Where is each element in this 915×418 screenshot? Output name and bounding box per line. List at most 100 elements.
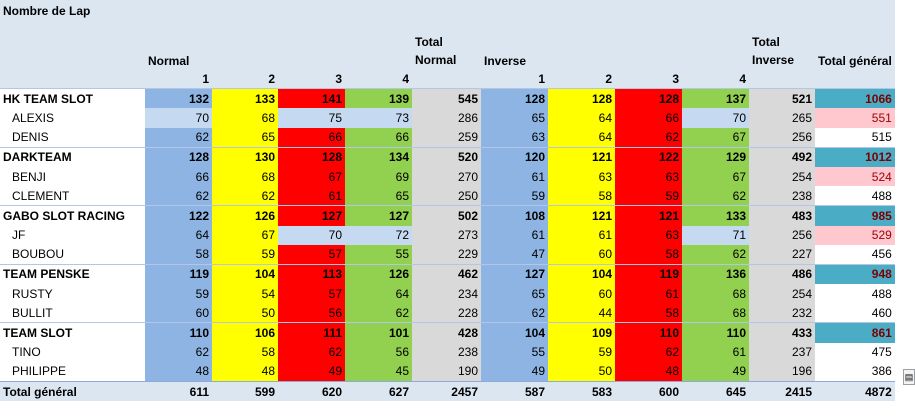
total-inverse-cell[interactable]: 238 bbox=[749, 186, 815, 206]
normal-lap-1-cell[interactable]: 119 bbox=[145, 263, 212, 285]
lap-header-inverse-4[interactable]: 4 bbox=[682, 69, 749, 89]
grand-normal-lap-4-cell[interactable]: 627 bbox=[345, 381, 412, 402]
total-normal-cell[interactable]: 190 bbox=[412, 361, 481, 382]
driver-name-cell[interactable]: RUSTY bbox=[12, 286, 53, 301]
inverse-lap-2-cell[interactable]: 64 bbox=[548, 108, 615, 128]
grand-inverse-lap-1-cell[interactable]: 587 bbox=[481, 381, 548, 402]
paste-options-icon[interactable]: ▤ bbox=[903, 369, 915, 385]
inverse-lap-4-cell[interactable]: 136 bbox=[682, 263, 749, 285]
normal-lap-2-cell[interactable]: 130 bbox=[212, 146, 278, 167]
normal-lap-1-cell[interactable]: 110 bbox=[145, 322, 212, 343]
inverse-lap-1-cell[interactable]: 61 bbox=[481, 225, 548, 245]
driver-name-cell[interactable]: DENIS bbox=[12, 130, 49, 145]
inverse-lap-3-cell[interactable]: 61 bbox=[615, 284, 682, 304]
lap-header-normal-2[interactable]: 2 bbox=[212, 69, 278, 89]
team-name-cell[interactable]: DARKTEAM bbox=[0, 146, 145, 167]
normal-lap-4-cell[interactable]: 45 bbox=[345, 361, 412, 382]
inverse-lap-3-cell[interactable]: 128 bbox=[615, 88, 682, 109]
inverse-lap-2-cell[interactable]: 60 bbox=[548, 284, 615, 304]
total-normal-cell[interactable]: 502 bbox=[412, 205, 481, 226]
total-general-cell[interactable]: 456 bbox=[815, 244, 895, 265]
total-normal-cell[interactable]: 273 bbox=[412, 225, 481, 245]
inverse-lap-3-cell[interactable]: 62 bbox=[615, 342, 682, 362]
total-general-cell[interactable]: 861 bbox=[815, 322, 895, 343]
normal-lap-4-cell[interactable]: 64 bbox=[345, 284, 412, 304]
header-total-normal[interactable]: Total Normal bbox=[412, 27, 481, 69]
grand-normal-lap-3-cell[interactable]: 620 bbox=[278, 381, 345, 402]
normal-lap-1-cell[interactable]: 132 bbox=[145, 88, 212, 109]
total-general-cell[interactable]: 475 bbox=[815, 342, 895, 362]
driver-name-cell[interactable]: CLEMENT bbox=[12, 188, 70, 203]
inverse-lap-4-cell[interactable]: 61 bbox=[682, 342, 749, 362]
inverse-lap-3-cell[interactable]: 121 bbox=[615, 205, 682, 226]
header-total-inverse[interactable]: Total Inverse bbox=[749, 27, 815, 69]
total-normal-cell[interactable]: 259 bbox=[412, 127, 481, 148]
normal-lap-2-cell[interactable]: 133 bbox=[212, 88, 278, 109]
normal-lap-2-cell[interactable]: 106 bbox=[212, 322, 278, 343]
normal-lap-3-cell[interactable]: 75 bbox=[278, 108, 345, 128]
total-normal-cell[interactable]: 270 bbox=[412, 166, 481, 187]
driver-name-cell[interactable]: BENJI bbox=[12, 169, 47, 184]
team-name-cell[interactable]: TEAM PENSKE bbox=[0, 263, 145, 285]
grand-normal-lap-1-cell[interactable]: 611 bbox=[145, 381, 212, 402]
normal-lap-2-cell[interactable]: 68 bbox=[212, 166, 278, 187]
total-inverse-cell[interactable]: 265 bbox=[749, 108, 815, 128]
inverse-lap-3-cell[interactable]: 58 bbox=[615, 303, 682, 323]
grand-total-normal-cell[interactable]: 2457 bbox=[412, 381, 481, 402]
driver-name-cell[interactable]: ALEXIS bbox=[12, 110, 55, 125]
normal-lap-1-cell[interactable]: 64 bbox=[145, 225, 212, 245]
inverse-lap-4-cell[interactable]: 67 bbox=[682, 127, 749, 148]
inverse-lap-4-cell[interactable]: 67 bbox=[682, 166, 749, 187]
inverse-lap-1-cell[interactable]: 104 bbox=[481, 322, 548, 343]
normal-lap-4-cell[interactable]: 134 bbox=[345, 146, 412, 167]
total-general-cell[interactable]: 386 bbox=[815, 361, 895, 382]
total-normal-cell[interactable]: 462 bbox=[412, 263, 481, 285]
total-inverse-cell[interactable]: 232 bbox=[749, 303, 815, 323]
inverse-lap-2-cell[interactable]: 64 bbox=[548, 127, 615, 148]
normal-lap-2-cell[interactable]: 126 bbox=[212, 205, 278, 226]
team-name-cell[interactable]: TEAM SLOT bbox=[0, 322, 145, 343]
team-name-cell[interactable]: HK TEAM SLOT bbox=[0, 88, 145, 109]
inverse-lap-3-cell[interactable]: 62 bbox=[615, 127, 682, 148]
normal-lap-2-cell[interactable]: 104 bbox=[212, 263, 278, 285]
inverse-lap-1-cell[interactable]: 47 bbox=[481, 244, 548, 265]
normal-lap-4-cell[interactable]: 55 bbox=[345, 244, 412, 265]
normal-lap-4-cell[interactable]: 127 bbox=[345, 205, 412, 226]
driver-name-cell[interactable]: PHILIPPE bbox=[12, 364, 67, 379]
normal-lap-4-cell[interactable]: 62 bbox=[345, 303, 412, 323]
grand-inverse-lap-2-cell[interactable]: 583 bbox=[548, 381, 615, 402]
inverse-lap-2-cell[interactable]: 104 bbox=[548, 263, 615, 285]
inverse-lap-4-cell[interactable]: 68 bbox=[682, 284, 749, 304]
inverse-lap-2-cell[interactable]: 59 bbox=[548, 342, 615, 362]
total-general-cell[interactable]: 1066 bbox=[815, 88, 895, 109]
normal-lap-1-cell[interactable]: 62 bbox=[145, 186, 212, 206]
normal-lap-4-cell[interactable]: 65 bbox=[345, 186, 412, 206]
normal-lap-1-cell[interactable]: 60 bbox=[145, 303, 212, 323]
normal-lap-2-cell[interactable]: 67 bbox=[212, 225, 278, 245]
total-general-cell[interactable]: 488 bbox=[815, 186, 895, 206]
total-general-cell[interactable]: 515 bbox=[815, 127, 895, 148]
inverse-lap-3-cell[interactable]: 48 bbox=[615, 361, 682, 382]
inverse-lap-4-cell[interactable]: 70 bbox=[682, 108, 749, 128]
total-general-cell[interactable]: 985 bbox=[815, 205, 895, 226]
total-inverse-cell[interactable]: 483 bbox=[749, 205, 815, 226]
inverse-lap-4-cell[interactable]: 49 bbox=[682, 361, 749, 382]
inverse-lap-4-cell[interactable]: 71 bbox=[682, 225, 749, 245]
inverse-lap-2-cell[interactable]: 109 bbox=[548, 322, 615, 343]
inverse-lap-2-cell[interactable]: 50 bbox=[548, 361, 615, 382]
inverse-lap-2-cell[interactable]: 44 bbox=[548, 303, 615, 323]
total-normal-cell[interactable]: 428 bbox=[412, 322, 481, 343]
total-inverse-cell[interactable]: 486 bbox=[749, 263, 815, 285]
normal-lap-1-cell[interactable]: 59 bbox=[145, 284, 212, 304]
normal-lap-3-cell[interactable]: 127 bbox=[278, 205, 345, 226]
total-inverse-cell[interactable]: 254 bbox=[749, 166, 815, 187]
total-normal-cell[interactable]: 234 bbox=[412, 284, 481, 304]
inverse-lap-1-cell[interactable]: 120 bbox=[481, 146, 548, 167]
normal-lap-2-cell[interactable]: 59 bbox=[212, 244, 278, 265]
driver-name-cell[interactable]: JF bbox=[12, 228, 26, 243]
normal-lap-4-cell[interactable]: 72 bbox=[345, 225, 412, 245]
total-general-cell[interactable]: 948 bbox=[815, 263, 895, 285]
inverse-lap-2-cell[interactable]: 128 bbox=[548, 88, 615, 109]
total-general-cell[interactable]: 551 bbox=[815, 108, 895, 128]
inverse-lap-2-cell[interactable]: 63 bbox=[548, 166, 615, 187]
